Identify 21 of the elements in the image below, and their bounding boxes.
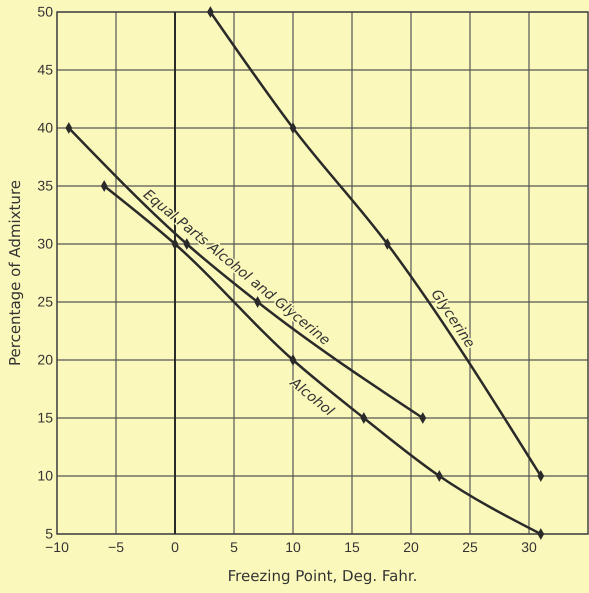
x-tick-label: 0 [171,538,180,555]
y-tick-label: 15 [37,409,54,426]
x-tick-label: 10 [285,538,301,555]
y-tick-label: 50 [37,3,54,20]
x-axis-title: Freezing Point, Deg. Fahr. [228,567,418,585]
x-tick-label: −10 [45,538,70,555]
x-tick-label: 25 [462,538,478,555]
x-tick-label: 5 [230,538,238,555]
y-tick-label: 45 [37,61,54,78]
y-tick-label: 40 [37,119,54,136]
y-tick-label: 35 [37,177,54,194]
y-axis-title: Percentage of Admixture [6,180,24,366]
y-tick-label: 5 [45,525,54,542]
y-tick-label: 20 [37,351,54,368]
x-tick-label: 30 [521,538,537,555]
x-tick-label: −5 [108,538,124,555]
y-tick-label: 30 [37,235,54,252]
x-tick-label: 15 [344,538,360,555]
y-tick-label: 10 [37,467,54,484]
x-tick-label: 20 [403,538,419,555]
y-tick-label: 25 [37,293,54,310]
